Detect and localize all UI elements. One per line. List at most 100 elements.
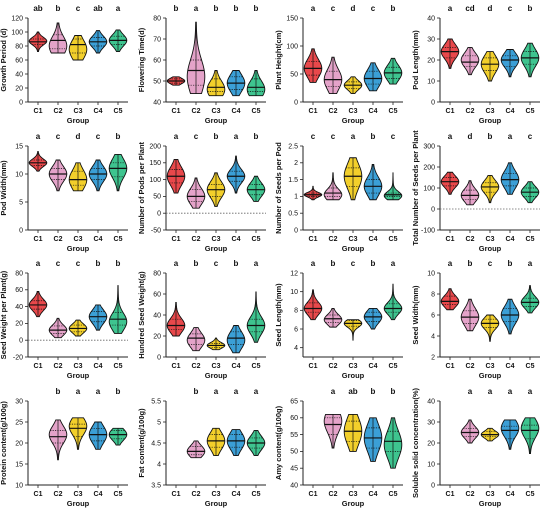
x-tick-label: C5 — [526, 363, 535, 370]
chart-panel: 3.5 4 4.5 5 5.5 Fat content(g/100g) Group C1 C2 C… — [137, 387, 266, 508]
x-tick-label: C3 — [212, 491, 221, 498]
y-tick-label: 20 — [427, 57, 435, 64]
x-tick-label: C5 — [252, 363, 261, 370]
x-tick-label: C5 — [389, 108, 398, 115]
x-axis-label: Group — [479, 116, 502, 125]
x-tick-label: C2 — [329, 363, 338, 370]
significance-letter: a — [76, 387, 81, 396]
x-tick-label: C2 — [192, 491, 201, 498]
y-tick-label: 2 — [431, 354, 435, 361]
y-tick-label: 0 — [294, 227, 298, 234]
x-tick-label: C5 — [526, 108, 535, 115]
x-tick-label: C4 — [506, 363, 515, 370]
x-tick-label: C3 — [212, 363, 221, 370]
x-tick-label: C1 — [172, 491, 181, 498]
x-axis-label: Group — [205, 244, 228, 253]
y-tick-label: 2 — [294, 160, 298, 167]
x-axis-label: Group — [205, 499, 228, 508]
x-tick-label: C4 — [94, 236, 103, 243]
y-tick-label: 10 — [427, 270, 435, 277]
significance-letter: b — [116, 387, 121, 396]
x-tick-label: C5 — [252, 108, 261, 115]
y-tick-label: 10 — [15, 482, 23, 489]
y-tick-label: 120 — [11, 15, 23, 22]
significance-letter: b — [254, 132, 259, 141]
significance-letter: b — [371, 387, 376, 396]
chart-panel: 0 10 20 30 40 Soluble solid concentration(%) G… — [411, 387, 540, 508]
significance-letter: c — [528, 132, 533, 141]
y-tick-label: 5 — [19, 199, 23, 206]
significance-letter: a — [254, 387, 259, 396]
x-axis-label: Group — [479, 499, 502, 508]
chart-panel: 2 4 6 8 10 Seed Width(mm) Group C1 C2 C3 C4 C5 a b c b a — [411, 259, 540, 380]
x-tick-label: C1 — [446, 236, 455, 243]
y-tick-label: 40 — [153, 312, 161, 319]
x-tick-label: C3 — [74, 363, 83, 370]
y-tick-label: 4 — [431, 333, 435, 340]
significance-letter: a — [508, 387, 513, 396]
y-tick-label: 30 — [427, 36, 435, 43]
y-tick-label: 20 — [427, 440, 435, 447]
y-axis-label: Seed Length(mm) — [274, 283, 283, 347]
x-tick-label: C4 — [232, 108, 241, 115]
x-tick-label: C1 — [172, 363, 181, 370]
y-tick-label: 20 — [15, 440, 23, 447]
x-tick-label: C3 — [349, 491, 358, 498]
x-axis-label: Group — [342, 244, 365, 253]
y-tick-label: 4 — [157, 461, 161, 468]
significance-letter: c — [96, 132, 101, 141]
x-tick-label: C4 — [369, 236, 378, 243]
significance-letter: b — [508, 259, 513, 268]
chart-panel: 0 20 40 60 80 Hundred Seed Weight(g) Group C1 C2… — [137, 259, 266, 380]
y-tick-label: 12 — [290, 270, 298, 277]
significance-letter: ab — [93, 4, 102, 13]
x-tick-label: C5 — [389, 491, 398, 498]
y-tick-label: 60 — [15, 287, 23, 294]
significance-letter: a — [311, 259, 316, 268]
y-axis-label: Hundred Seed Weight(g) — [137, 271, 146, 359]
significance-letter: a — [448, 259, 453, 268]
y-tick-label: 50 — [153, 78, 161, 85]
y-tick-label: 2.5 — [288, 143, 298, 150]
significance-letter: b — [254, 4, 259, 13]
x-tick-label: C1 — [34, 363, 43, 370]
significance-letter: a — [488, 387, 493, 396]
y-tick-label: 6 — [431, 312, 435, 319]
significance-letter: a — [234, 132, 239, 141]
y-axis-label: Pod Width(mm) — [0, 160, 8, 216]
chart-panel: 40 45 50 55 60 65 Amy content(g/100g) Group C1 C2… — [274, 387, 403, 508]
x-axis-label: Group — [67, 499, 90, 508]
significance-letter: c — [351, 259, 356, 268]
y-axis-label: Seed Weight per Plant(g) — [0, 270, 8, 359]
x-axis-label: Group — [479, 371, 502, 380]
y-tick-label: -50 — [151, 227, 161, 234]
x-tick-label: C1 — [446, 108, 455, 115]
significance-letter: b — [488, 132, 493, 141]
chart-panel: 10 15 20 25 30 Protein content(g/100g) Group C1… — [0, 387, 128, 508]
x-tick-label: C4 — [232, 363, 241, 370]
significance-letter: b — [116, 132, 121, 141]
x-axis-label: Group — [479, 244, 502, 253]
y-tick-label: 1.5 — [288, 177, 298, 184]
significance-letter: c — [76, 4, 81, 13]
x-tick-label: C4 — [94, 108, 103, 115]
significance-letter: a — [36, 259, 41, 268]
y-tick-label: 100 — [286, 43, 298, 50]
significance-letter: c — [488, 259, 493, 268]
y-tick-label: 15 — [15, 143, 23, 150]
y-tick-label: 0.5 — [288, 211, 298, 218]
x-tick-label: C4 — [232, 491, 241, 498]
significance-letter: c — [391, 132, 396, 141]
x-axis-label: Group — [342, 499, 365, 508]
y-tick-label: 40 — [153, 99, 161, 106]
y-axis-label: Total Number of Seeds per Plant — [411, 130, 420, 246]
x-tick-label: C1 — [309, 491, 318, 498]
significance-letter: b — [371, 259, 376, 268]
significance-letter: ab — [33, 4, 42, 13]
x-tick-label: C5 — [114, 236, 123, 243]
y-tick-label: 100 — [423, 185, 435, 192]
y-tick-label: 150 — [149, 160, 161, 167]
chart-panel: 0 0.5 1 1.5 2 2.5 Number of Seeds per Pod Group… — [274, 132, 403, 253]
